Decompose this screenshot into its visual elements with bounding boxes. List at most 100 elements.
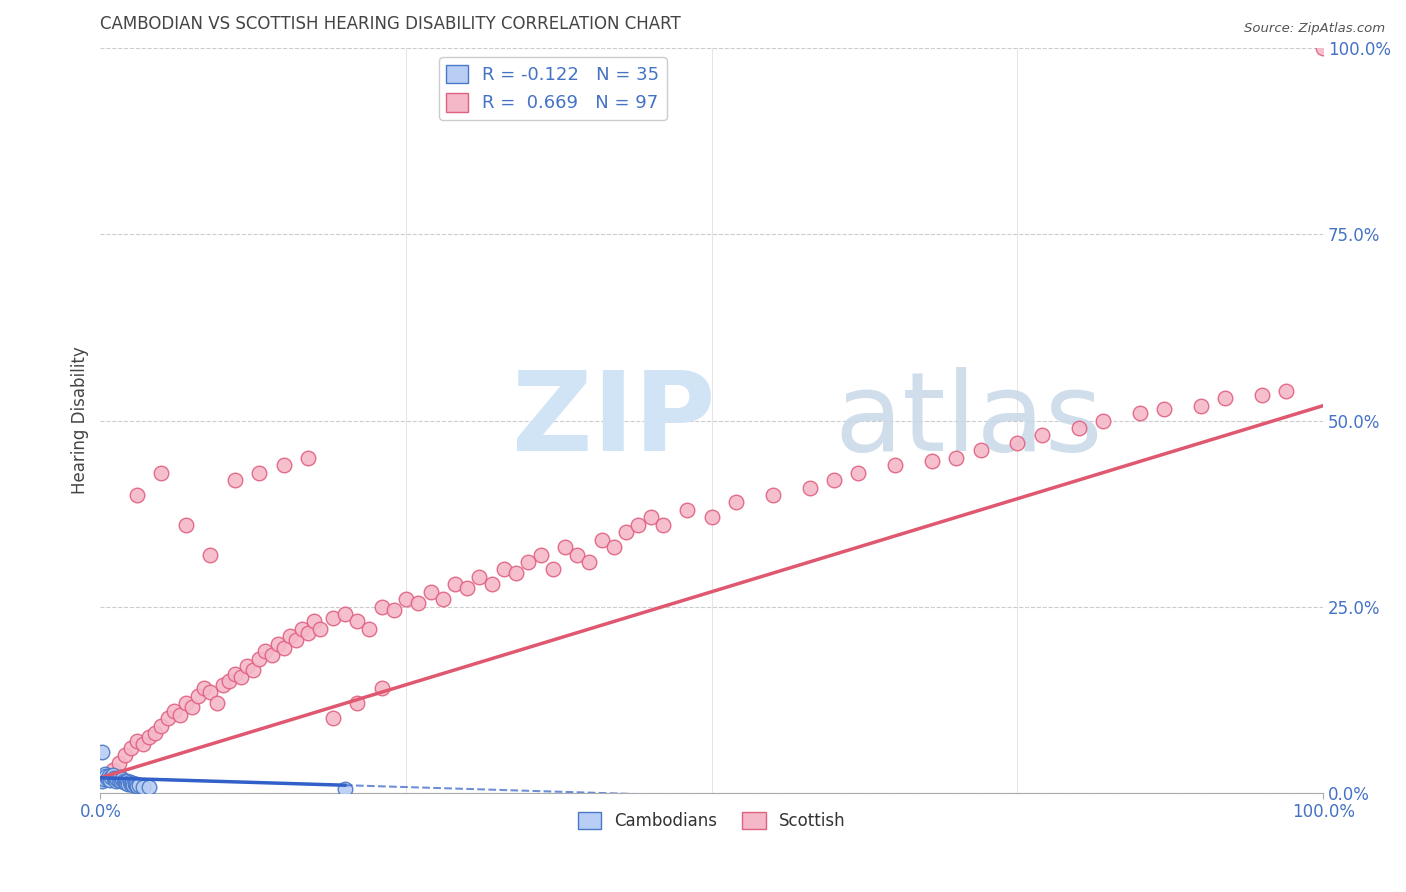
Point xyxy=(970,443,993,458)
Point xyxy=(90,774,112,789)
Point xyxy=(138,780,160,795)
Point xyxy=(101,768,124,782)
Point xyxy=(700,510,723,524)
Point xyxy=(104,772,127,787)
Point xyxy=(304,615,326,629)
Point xyxy=(181,700,204,714)
Point xyxy=(291,622,314,636)
Point xyxy=(224,473,246,487)
Point xyxy=(614,525,637,540)
Point xyxy=(1129,406,1152,420)
Point xyxy=(640,510,662,524)
Point xyxy=(132,780,155,794)
Point xyxy=(456,581,478,595)
Point xyxy=(651,517,673,532)
Point xyxy=(1213,391,1236,405)
Text: ZIP: ZIP xyxy=(512,367,716,474)
Point xyxy=(1312,41,1334,55)
Point xyxy=(150,466,173,480)
Point xyxy=(101,764,124,778)
Point xyxy=(406,596,429,610)
Point xyxy=(273,640,295,655)
Point xyxy=(247,466,270,480)
Point xyxy=(108,770,131,784)
Point xyxy=(799,481,821,495)
Point xyxy=(1275,384,1298,398)
Point xyxy=(370,681,392,696)
Point xyxy=(505,566,527,581)
Point xyxy=(591,533,613,547)
Point xyxy=(150,719,173,733)
Legend: Cambodians, Scottish: Cambodians, Scottish xyxy=(571,805,852,837)
Point xyxy=(370,599,392,614)
Point xyxy=(211,678,233,692)
Point xyxy=(444,577,467,591)
Point xyxy=(382,603,405,617)
Point xyxy=(91,745,114,759)
Point xyxy=(481,577,503,591)
Point xyxy=(156,711,179,725)
Point xyxy=(111,772,134,787)
Point xyxy=(117,777,139,791)
Point xyxy=(517,555,540,569)
Point xyxy=(120,777,142,791)
Point xyxy=(107,756,129,770)
Point xyxy=(169,707,191,722)
Point xyxy=(125,779,148,793)
Point xyxy=(174,517,197,532)
Point xyxy=(114,748,136,763)
Point xyxy=(114,775,136,789)
Point xyxy=(297,450,319,465)
Point xyxy=(94,767,117,781)
Point xyxy=(921,454,943,468)
Point xyxy=(103,771,125,785)
Text: Source: ZipAtlas.com: Source: ZipAtlas.com xyxy=(1244,22,1385,36)
Point xyxy=(107,772,129,786)
Point xyxy=(297,625,319,640)
Point xyxy=(1031,428,1053,442)
Point xyxy=(125,777,148,791)
Point xyxy=(823,473,845,487)
Point xyxy=(229,670,252,684)
Point xyxy=(105,773,128,788)
Point xyxy=(96,769,118,783)
Point xyxy=(762,488,785,502)
Point xyxy=(567,548,589,562)
Point xyxy=(725,495,748,509)
Point xyxy=(322,711,344,725)
Point xyxy=(603,540,626,554)
Point xyxy=(419,584,441,599)
Point xyxy=(145,726,167,740)
Point xyxy=(359,622,381,636)
Point xyxy=(884,458,907,473)
Y-axis label: Hearing Disability: Hearing Disability xyxy=(72,347,89,494)
Point xyxy=(1153,402,1175,417)
Point xyxy=(676,503,699,517)
Point xyxy=(121,776,143,790)
Text: atlas: atlas xyxy=(834,367,1102,474)
Point xyxy=(266,637,288,651)
Point xyxy=(110,774,132,789)
Point xyxy=(346,615,368,629)
Point xyxy=(278,629,301,643)
Point xyxy=(97,768,120,782)
Point xyxy=(492,562,515,576)
Point xyxy=(627,517,650,532)
Point xyxy=(112,773,135,788)
Point xyxy=(224,666,246,681)
Point xyxy=(333,781,356,796)
Point xyxy=(97,772,120,786)
Point xyxy=(138,730,160,744)
Point xyxy=(1067,421,1090,435)
Point xyxy=(236,659,259,673)
Point xyxy=(554,540,576,554)
Point xyxy=(945,450,967,465)
Point xyxy=(309,622,332,636)
Point xyxy=(578,555,600,569)
Point xyxy=(1007,435,1029,450)
Point xyxy=(174,697,197,711)
Point xyxy=(100,770,122,784)
Point xyxy=(120,741,142,756)
Point xyxy=(1251,387,1274,401)
Point xyxy=(132,737,155,751)
